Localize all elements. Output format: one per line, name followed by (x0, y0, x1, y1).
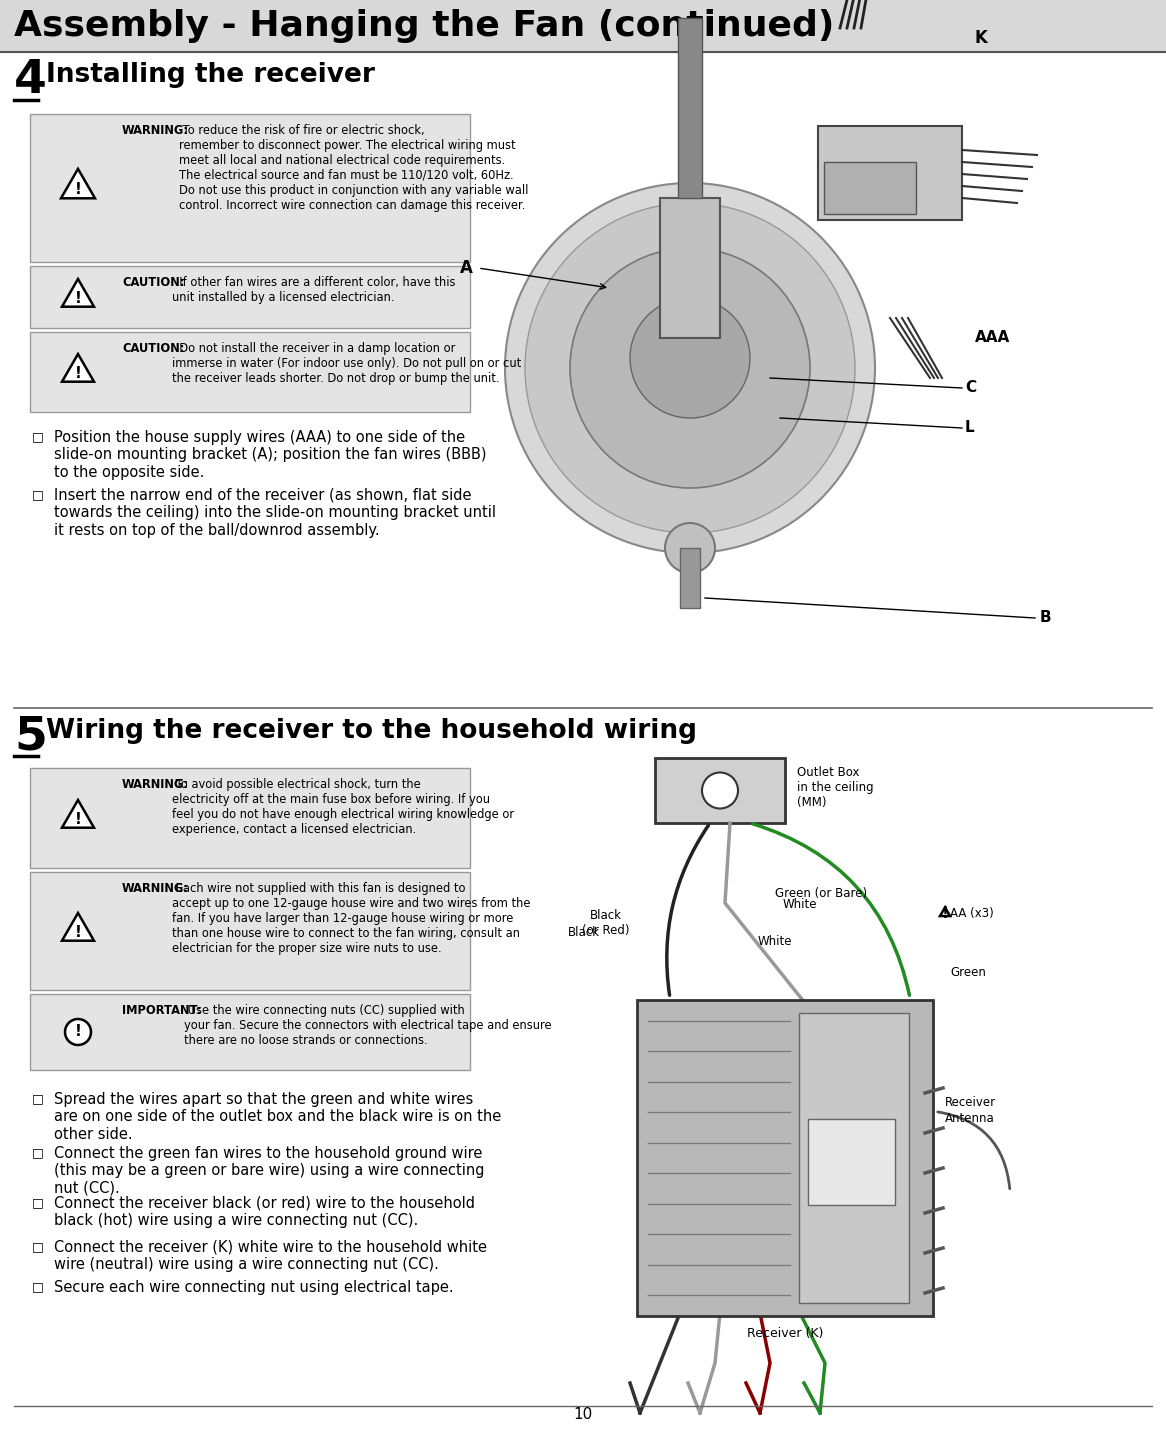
Circle shape (630, 298, 750, 418)
Bar (30, 266, 470, 328)
Text: !: ! (75, 290, 82, 306)
Text: □: □ (31, 430, 44, 443)
Text: □: □ (31, 1091, 44, 1104)
Text: Assembly - Hanging the Fan (continued): Assembly - Hanging the Fan (continued) (14, 9, 835, 43)
Text: Secure each wire connecting nut using electrical tape.: Secure each wire connecting nut using el… (54, 1280, 454, 1296)
Bar (660, 198, 719, 338)
Text: To reduce the risk of fire or electric shock,
remember to disconnect power. The : To reduce the risk of fire or electric s… (180, 124, 528, 211)
Text: Position the house supply wires (AAA) to one side of the
slide-on mounting brack: Position the house supply wires (AAA) to… (54, 430, 486, 480)
Circle shape (570, 247, 810, 487)
Text: □: □ (31, 487, 44, 500)
Bar (30, 768, 470, 869)
Bar (808, 1119, 895, 1205)
Text: !: ! (75, 925, 82, 940)
Text: Use the wire connecting nuts (CC) supplied with
your fan. Secure the connectors : Use the wire connecting nuts (CC) suppli… (184, 1004, 552, 1047)
Text: !: ! (75, 183, 82, 197)
Text: Insert the narrow end of the receiver (as shown, flat side
towards the ceiling) : Insert the narrow end of the receiver (a… (54, 487, 496, 538)
Text: To avoid possible electrical shock, turn the
electricity off at the main fuse bo: To avoid possible electrical shock, turn… (173, 778, 514, 835)
Bar (680, 548, 700, 608)
Text: Green (or Bare): Green (or Bare) (775, 886, 868, 900)
Text: Receiver (K): Receiver (K) (746, 1327, 823, 1340)
Text: □: □ (31, 1240, 44, 1252)
Bar (30, 994, 470, 1070)
Text: □: □ (31, 1146, 44, 1159)
Text: !: ! (75, 1024, 82, 1040)
Text: IMPORTANT:: IMPORTANT: (122, 1004, 202, 1017)
Text: CAUTION:: CAUTION: (122, 276, 184, 289)
FancyBboxPatch shape (637, 999, 933, 1316)
Text: !: ! (942, 906, 948, 920)
Polygon shape (62, 354, 94, 381)
Text: □: □ (31, 1196, 44, 1209)
Text: Receiver
Antenna: Receiver Antenna (944, 1097, 996, 1125)
Text: L: L (965, 420, 975, 436)
Polygon shape (62, 913, 94, 940)
Bar (30, 114, 470, 262)
Text: White: White (782, 897, 817, 912)
Bar (30, 332, 470, 413)
Text: 5: 5 (14, 715, 47, 759)
Text: Installing the receiver: Installing the receiver (45, 62, 375, 88)
Circle shape (665, 523, 715, 572)
Text: White: White (758, 935, 792, 948)
Circle shape (505, 183, 874, 554)
Bar (0, 0, 1166, 52)
Text: □: □ (31, 1280, 44, 1293)
Bar (677, 19, 702, 198)
FancyBboxPatch shape (824, 162, 916, 214)
Text: WARNING:: WARNING: (122, 124, 189, 137)
Text: Each wire not supplied with this fan is designed to
accept up to one 12-gauge ho: Each wire not supplied with this fan is … (173, 881, 531, 955)
Text: AAA: AAA (975, 331, 1010, 345)
Text: WARNING:: WARNING: (122, 778, 189, 791)
Bar (799, 1012, 909, 1303)
Circle shape (65, 1020, 91, 1045)
Polygon shape (61, 168, 94, 198)
Bar (30, 871, 470, 989)
Text: 10: 10 (574, 1406, 592, 1422)
Text: If other fan wires are a different color, have this
unit installed by a licensed: If other fan wires are a different color… (173, 276, 456, 303)
Text: AA (x3): AA (x3) (950, 906, 993, 919)
Text: !: ! (75, 812, 82, 827)
Text: Connect the receiver black (or red) wire to the household
black (hot) wire using: Connect the receiver black (or red) wire… (54, 1196, 475, 1228)
Text: !: ! (75, 365, 82, 381)
Text: A: A (461, 259, 473, 278)
Circle shape (525, 203, 855, 533)
Text: Black
(or Red): Black (or Red) (583, 909, 630, 938)
Polygon shape (62, 800, 94, 828)
Text: WARNING:: WARNING: (122, 881, 189, 894)
Text: 4: 4 (14, 58, 47, 104)
Polygon shape (62, 279, 94, 306)
Circle shape (702, 772, 738, 808)
Text: Connect the green fan wires to the household ground wire
(this may be a green or: Connect the green fan wires to the house… (54, 1146, 485, 1196)
Text: Spread the wires apart so that the green and white wires
are on one side of the : Spread the wires apart so that the green… (54, 1091, 501, 1142)
Text: Connect the receiver (K) white wire to the household white
wire (neutral) wire u: Connect the receiver (K) white wire to t… (54, 1240, 487, 1273)
Text: Green: Green (950, 966, 986, 979)
FancyBboxPatch shape (819, 127, 962, 220)
Text: K: K (975, 29, 988, 47)
Text: C: C (965, 381, 976, 395)
Polygon shape (940, 907, 950, 916)
Text: Wiring the receiver to the household wiring: Wiring the receiver to the household wir… (45, 718, 697, 743)
Text: B: B (1040, 611, 1052, 626)
Text: Outlet Box
in the ceiling
(MM): Outlet Box in the ceiling (MM) (798, 766, 873, 808)
Bar (655, 758, 785, 823)
Text: Black: Black (568, 926, 600, 939)
Text: Do not install the receiver in a damp location or
immerse in water (For indoor u: Do not install the receiver in a damp lo… (173, 342, 521, 385)
Text: CAUTION:: CAUTION: (122, 342, 184, 355)
